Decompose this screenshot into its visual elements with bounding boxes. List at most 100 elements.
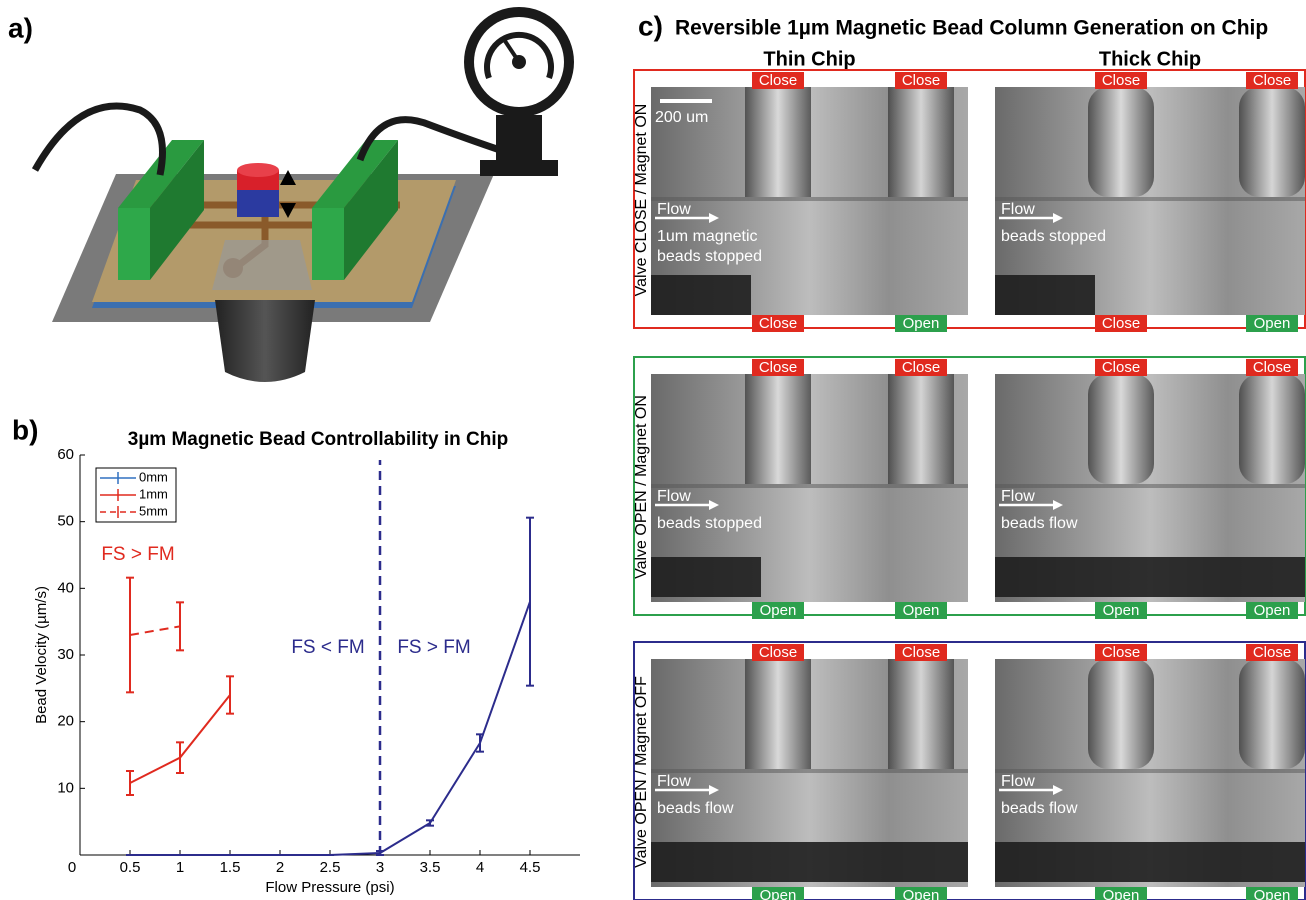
- bead-column: [651, 275, 751, 315]
- flow-label: Flow: [657, 488, 691, 505]
- caption: beads stopped: [657, 515, 762, 532]
- x-tick-label: 1.5: [220, 859, 241, 876]
- row-label: Valve CLOSE / Magnet ON: [633, 104, 650, 297]
- x-tick-label: 4.5: [520, 859, 541, 876]
- valve-tag-label: Open: [1103, 887, 1140, 900]
- bead-column: [995, 275, 1095, 315]
- valve-column: [1088, 87, 1154, 197]
- valve-tag-label: Close: [759, 644, 797, 661]
- bead-column: [995, 842, 1305, 882]
- error-bar: [426, 820, 434, 825]
- micrograph: [651, 374, 968, 602]
- valve-tag-label: Close: [759, 315, 797, 332]
- connector: [118, 208, 150, 280]
- valve-column: [745, 87, 811, 197]
- series-line: [130, 626, 180, 635]
- page: {"panel_labels": ["a)", "b)", "c)"], "ch…: [0, 0, 1306, 900]
- y-tick-label: 40: [57, 579, 74, 596]
- x-tick-label: 0: [68, 859, 76, 876]
- valve-tag-label: Close: [1102, 315, 1140, 332]
- flow-label: Flow: [1001, 201, 1035, 218]
- annotation: FS < FM: [291, 637, 364, 658]
- bead-column: [995, 557, 1305, 597]
- valve-column: [888, 87, 954, 197]
- valve-tag-label: Open: [760, 602, 797, 619]
- valve-column: [1239, 374, 1305, 484]
- microscopy-panel: Reversible 1µm Magnetic Bead Column Gene…: [633, 17, 1305, 900]
- valve-tag-label: Close: [1102, 72, 1140, 89]
- valve-tag-label: Close: [1253, 72, 1291, 89]
- channel: [995, 484, 1305, 488]
- chart-title: 3µm Magnetic Bead Controllability in Chi…: [128, 429, 508, 450]
- valve-tag-label: Close: [1253, 644, 1291, 661]
- gauge-stem: [496, 115, 542, 163]
- legend-label: 5mm: [139, 503, 168, 518]
- figure: a) b) c) 10203040506000.511.522.533.544.…: [0, 0, 1306, 900]
- legend-label: 0mm: [139, 469, 168, 484]
- scale-bar-label: 200 um: [655, 109, 708, 126]
- valve-tag-label: Open: [903, 315, 940, 332]
- valve-tag-label: Close: [1253, 359, 1291, 376]
- valve-tag-label: Open: [1254, 315, 1291, 332]
- valve-tag-label: Close: [1102, 359, 1140, 376]
- valve-tag-label: Open: [760, 887, 797, 900]
- valve-tag-label: Close: [759, 359, 797, 376]
- error-bar: [176, 742, 184, 773]
- panel-label: a): [8, 12, 33, 43]
- valve-tag-label: Close: [902, 644, 940, 661]
- flow-label: Flow: [1001, 773, 1035, 790]
- valve-tag-label: Close: [759, 72, 797, 89]
- valve-column: [1088, 659, 1154, 769]
- x-tick-label: 0.5: [120, 859, 141, 876]
- y-axis-label: Bead Velocity (µm/s): [33, 586, 50, 724]
- column-header: Thick Chip: [1099, 48, 1201, 70]
- setup-diagram: [35, 7, 574, 382]
- row-label: Valve OPEN / Magnet OFF: [633, 676, 650, 868]
- x-tick-label: 2: [276, 859, 284, 876]
- caption: beads flow: [1001, 515, 1078, 532]
- objective: [215, 300, 315, 382]
- caption: beads stopped: [657, 248, 762, 265]
- valve-tag-label: Open: [1103, 602, 1140, 619]
- channel: [651, 197, 968, 201]
- channel: [651, 484, 968, 488]
- x-tick-label: 2.5: [320, 859, 341, 876]
- caption: 1um magnetic: [657, 228, 758, 245]
- panel-label: c): [638, 10, 663, 41]
- tube: [35, 106, 163, 175]
- flow-label: Flow: [657, 773, 691, 790]
- valve-column: [1239, 659, 1305, 769]
- valve-column: [745, 659, 811, 769]
- x-tick-label: 3.5: [420, 859, 441, 876]
- annotation: FS > FM: [397, 637, 470, 658]
- valve-tag-label: Open: [903, 887, 940, 900]
- y-tick-label: 10: [57, 779, 74, 796]
- x-tick-label: 1: [176, 859, 184, 876]
- valve-column: [888, 374, 954, 484]
- micrograph: [995, 659, 1305, 887]
- channel: [651, 769, 968, 773]
- valve-column: [1088, 374, 1154, 484]
- caption: beads stopped: [1001, 228, 1106, 245]
- micrograph: [651, 659, 968, 887]
- column-header: Thin Chip: [763, 48, 855, 70]
- flow-label: Flow: [657, 201, 691, 218]
- valve-tag-label: Open: [1254, 887, 1291, 900]
- valve-column: [1239, 87, 1305, 197]
- valve-tag-label: Close: [1102, 644, 1140, 661]
- caption: beads flow: [657, 800, 734, 817]
- bead-column: [651, 842, 968, 882]
- valve-tag-label: Open: [903, 602, 940, 619]
- panel-title: Reversible 1µm Magnetic Bead Column Gene…: [675, 17, 1268, 40]
- chart: 10203040506000.511.522.533.544.53µm Magn…: [33, 429, 580, 896]
- x-tick-label: 4: [476, 859, 484, 876]
- micrograph: [995, 87, 1305, 315]
- micrograph: [995, 374, 1305, 602]
- valve-column: [745, 374, 811, 484]
- x-tick-label: 3: [376, 859, 384, 876]
- magnet-top: [237, 163, 279, 177]
- valve-column: [888, 659, 954, 769]
- row-label: Valve OPEN / Magnet ON: [633, 395, 650, 579]
- valve-tag-label: Close: [902, 72, 940, 89]
